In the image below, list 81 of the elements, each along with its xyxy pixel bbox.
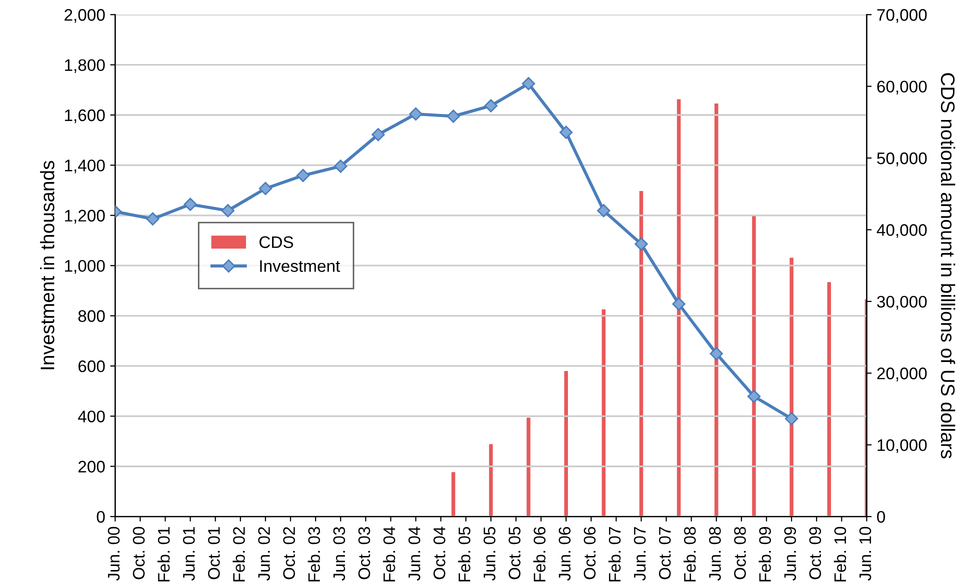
x-tick-label: Feb. 10 xyxy=(834,526,846,582)
legend-label: Investment xyxy=(260,260,340,272)
x-tick-label: Oct. 08 xyxy=(734,527,746,580)
point xyxy=(522,77,536,90)
y2-tick-label: 70,000 xyxy=(877,9,927,23)
point xyxy=(634,237,648,251)
y-tick-label: 600 xyxy=(78,360,105,372)
point xyxy=(559,126,573,139)
x-tick-label: Feb. 02 xyxy=(232,527,245,582)
x-tick-label: Oct. 02 xyxy=(283,527,295,580)
x-tick-label: Feb. 07 xyxy=(608,527,621,582)
y2-axis-title: CDS notional amount in billions of US dollars xyxy=(940,73,956,458)
x-tick-label: Feb. 09 xyxy=(758,527,771,582)
x-tick-label: Jun. 06 xyxy=(558,527,571,581)
point xyxy=(710,347,723,360)
x-tick-label: Jun. 10 xyxy=(859,526,872,581)
point xyxy=(184,198,197,211)
x-tick-label: Jun. 03 xyxy=(333,527,346,581)
x-tick-label: Jun. 00 xyxy=(108,526,120,581)
y2-tick-label: 50,000 xyxy=(877,152,927,166)
y2-tick-label: 40,000 xyxy=(876,224,927,238)
bar xyxy=(526,418,530,517)
y-tick-label: 800 xyxy=(78,310,105,322)
x-tick-label: Feb. 06 xyxy=(533,527,546,582)
x-tick-label: Jun. 01 xyxy=(182,527,195,581)
x-tick-label: Feb. 04 xyxy=(382,526,396,582)
y2-tick-label: 20,000 xyxy=(877,368,927,382)
point xyxy=(258,182,272,196)
point xyxy=(334,160,348,173)
point xyxy=(784,412,798,426)
x-tick-label: Jun. 02 xyxy=(258,527,270,581)
point xyxy=(597,204,610,218)
y2-tick-label: 30,000 xyxy=(877,296,927,310)
bar xyxy=(602,309,606,517)
x-tick-label: Jun. 04 xyxy=(408,526,420,581)
x-tick-label: Feb. 01 xyxy=(158,527,170,582)
point xyxy=(372,128,385,142)
x-tick-label: Oct. 07 xyxy=(658,527,671,580)
bar xyxy=(489,444,493,517)
x-tick-label: Feb. 05 xyxy=(458,526,470,582)
x-tick-label: Feb. 08 xyxy=(684,526,696,582)
bar xyxy=(714,104,718,517)
bar xyxy=(827,282,831,517)
y-tick-label: 1,000 xyxy=(65,260,105,274)
point xyxy=(146,212,160,226)
x-tick-label: Feb. 03 xyxy=(308,527,320,582)
y2-tick-label: 10,000 xyxy=(878,439,927,454)
x-tick-label: Jun. 05 xyxy=(484,526,496,581)
y-tick-label: 400 xyxy=(78,410,105,422)
bar xyxy=(451,472,456,517)
bar xyxy=(564,370,568,517)
x-tick-label: Jun. 07 xyxy=(634,527,646,581)
x-tick-label: Jun. 08 xyxy=(709,527,721,581)
x-tick-label: Oct. 09 xyxy=(809,527,822,580)
y2-tick-label: 0 xyxy=(877,510,886,523)
y-tick-label: 200 xyxy=(78,460,105,473)
x-tick-label: Oct. 03 xyxy=(358,527,370,580)
point xyxy=(446,110,460,123)
x-tick-label: Oct. 06 xyxy=(584,527,596,580)
bar xyxy=(790,258,794,517)
bar xyxy=(752,215,756,517)
x-tick-label: Oct. 04 xyxy=(434,526,446,580)
legend-label: CDS xyxy=(260,236,294,248)
point xyxy=(221,204,234,218)
x-tick-label: Oct. 00 xyxy=(132,526,145,580)
y-tick-label: 1,400 xyxy=(65,160,105,174)
y-tick-label: 1,800 xyxy=(65,59,105,73)
x-tick-label: Oct. 05 xyxy=(508,526,520,580)
point xyxy=(747,390,761,403)
y-tick-label: 0 xyxy=(96,510,105,523)
point xyxy=(484,99,498,112)
y-tick-label: 2,000 xyxy=(64,9,105,23)
point xyxy=(672,297,686,311)
x-tick-label: Oct. 01 xyxy=(208,527,220,580)
y-axis-title: Investment in thousands xyxy=(40,160,54,370)
y2-tick-label: 60,000 xyxy=(877,80,927,94)
point xyxy=(296,168,310,182)
y-tick-label: 1,200 xyxy=(65,210,105,224)
y-tick-label: 1,600 xyxy=(65,109,105,124)
x-tick-label: Jun. 09 xyxy=(784,527,796,581)
point xyxy=(409,107,422,121)
